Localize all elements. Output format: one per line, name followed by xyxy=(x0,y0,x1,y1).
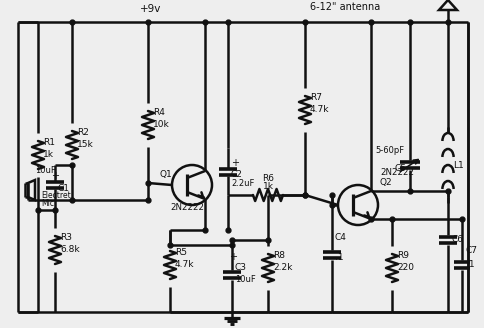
Text: 220: 220 xyxy=(396,263,413,272)
Text: Electret: Electret xyxy=(41,191,71,200)
Text: C7: C7 xyxy=(465,246,477,255)
Text: 2N2222: 2N2222 xyxy=(379,168,413,177)
Text: .1: .1 xyxy=(465,260,474,269)
Text: Mic: Mic xyxy=(41,199,54,208)
Text: R2: R2 xyxy=(77,128,89,137)
Text: C3: C3 xyxy=(235,263,246,272)
Text: 2.2k: 2.2k xyxy=(272,263,292,272)
Text: R4: R4 xyxy=(152,108,165,117)
Text: +9v: +9v xyxy=(140,4,161,14)
Text: 2N2222: 2N2222 xyxy=(170,203,204,212)
Text: R3: R3 xyxy=(60,233,72,242)
Text: 10k: 10k xyxy=(152,120,169,129)
Text: Q2: Q2 xyxy=(379,178,392,187)
Text: R9: R9 xyxy=(396,251,408,260)
Text: 1k: 1k xyxy=(43,150,54,159)
Text: 15k: 15k xyxy=(77,140,93,149)
Text: 2.2uF: 2.2uF xyxy=(230,179,254,188)
Text: C4: C4 xyxy=(334,233,346,242)
Text: 10uF: 10uF xyxy=(35,166,56,175)
Text: Q1: Q1 xyxy=(160,170,172,179)
Text: R7: R7 xyxy=(309,93,321,102)
Text: C6: C6 xyxy=(451,236,463,244)
Text: R6: R6 xyxy=(261,174,273,183)
Text: +: + xyxy=(228,252,237,262)
Text: 1k: 1k xyxy=(262,182,273,191)
Text: R1: R1 xyxy=(43,138,55,147)
Text: R5: R5 xyxy=(175,248,187,257)
Text: +: + xyxy=(230,158,239,168)
Text: 6.8k: 6.8k xyxy=(60,245,79,254)
Text: 6-12" antenna: 6-12" antenna xyxy=(309,2,379,12)
Text: +: + xyxy=(51,171,59,181)
Text: R8: R8 xyxy=(272,251,285,260)
Text: C5: C5 xyxy=(394,164,406,173)
Text: C2: C2 xyxy=(230,170,242,179)
Text: .1: .1 xyxy=(334,253,343,262)
Text: L1: L1 xyxy=(452,160,463,170)
Text: 10uF: 10uF xyxy=(235,275,255,284)
Text: C1: C1 xyxy=(58,184,70,193)
Text: 5-60pF: 5-60pF xyxy=(374,146,403,155)
Text: 4.7k: 4.7k xyxy=(175,260,194,269)
Text: 4.7k: 4.7k xyxy=(309,105,329,114)
